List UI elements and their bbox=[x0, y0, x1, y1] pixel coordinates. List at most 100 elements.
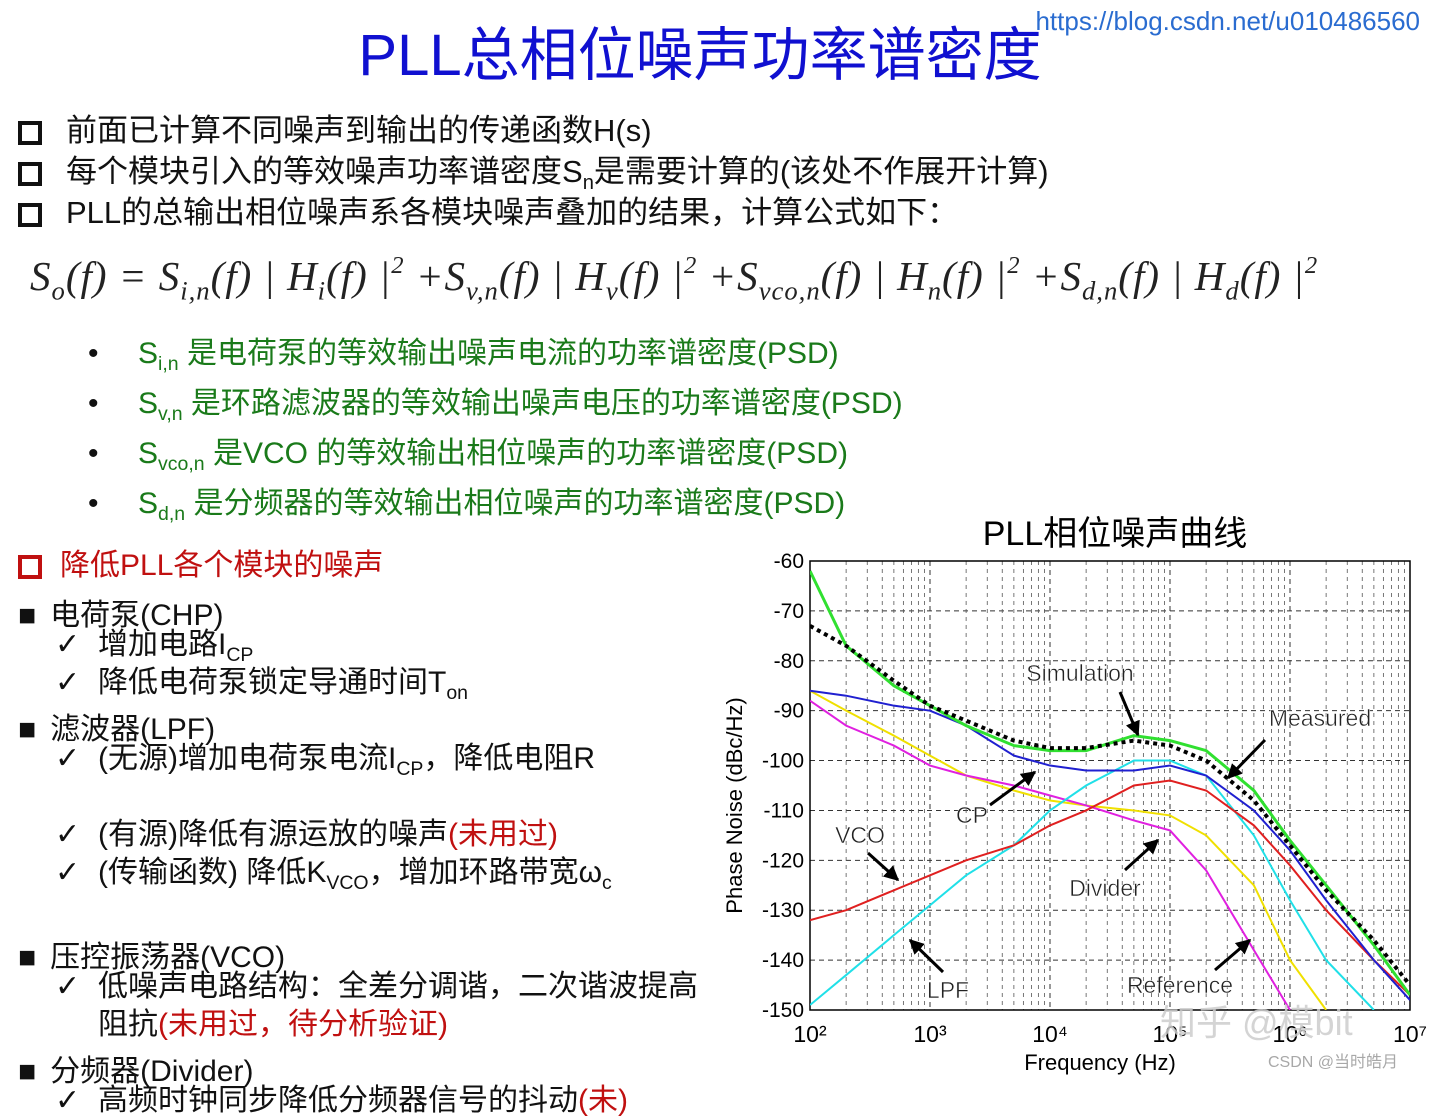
text-segment: S bbox=[138, 387, 159, 420]
text-segment: 2 bbox=[391, 252, 405, 279]
text-segment: 是需要计算的(该处不作展开计算) bbox=[593, 154, 1049, 189]
x-tick-label: 10³ bbox=[913, 1021, 947, 1047]
check: ✓ bbox=[55, 628, 81, 661]
text-segment: 前面已计算不同噪声到输出的传递函数H(s) bbox=[66, 113, 652, 148]
definition: • Svco,n 是VCO 的等效输出相位噪声的功率谱密度(PSD) bbox=[88, 428, 848, 476]
y-tick-label: -70 bbox=[774, 600, 804, 623]
bullet-square bbox=[18, 120, 42, 145]
text-segment: (未用过，待分析验证) bbox=[158, 1008, 448, 1041]
y-tick-label: -80 bbox=[774, 650, 804, 673]
annotation-arrow bbox=[908, 938, 945, 974]
item-text: 增加电路ICP bbox=[98, 626, 710, 674]
bullet-dot: • bbox=[88, 387, 99, 420]
text-segment: +S bbox=[1020, 253, 1082, 300]
text-segment: (f) = S bbox=[65, 253, 181, 300]
check: ✓ bbox=[55, 1084, 81, 1117]
series-line bbox=[810, 779, 1410, 996]
text-segment: o bbox=[51, 275, 66, 306]
annotation-arrow bbox=[866, 851, 900, 882]
section-heading: 降低PLL各个模块的噪声 bbox=[18, 540, 383, 584]
text-segment: ，降低电阻R bbox=[423, 742, 596, 775]
text-segment: d bbox=[1225, 275, 1240, 306]
chart-title: PLL相位噪声曲线 bbox=[983, 515, 1248, 553]
definition: • Sd,n 是分频器的等效输出相位噪声的功率谱密度(PSD) bbox=[88, 478, 845, 526]
item-text: 降低电荷泵锁定导通时间Ton bbox=[98, 664, 710, 712]
module: ■ 压控振荡器(VCO) bbox=[18, 932, 285, 976]
annotation-arrow bbox=[1123, 838, 1160, 872]
annotation: Measured bbox=[1269, 705, 1371, 731]
annotation: Simulation bbox=[1026, 660, 1133, 686]
text-segment: n bbox=[927, 275, 943, 306]
text-segment: S bbox=[30, 253, 52, 300]
text-segment: (传输函数) 降低K bbox=[98, 856, 327, 889]
series-line bbox=[810, 570, 1410, 996]
text-segment: 是电荷泵的等效输出噪声电流的功率谱密度(PSD) bbox=[178, 337, 839, 370]
x-tick-label: 10⁶ bbox=[1272, 1021, 1307, 1047]
text-segment: 低噪声电路结构：全差分调谐，二次谐波提高阻抗 bbox=[98, 970, 698, 1041]
bullet: 每个模块引入的等效噪声功率谱密度Sn是需要计算的(该处不作展开计算) bbox=[18, 146, 1049, 195]
x-axis-label: Frequency (Hz) bbox=[1024, 1050, 1176, 1075]
text-segment: c bbox=[602, 871, 612, 894]
text-segment: d,n bbox=[158, 502, 186, 525]
text-segment: (f) | bbox=[618, 253, 684, 300]
text-segment: 是环路滤波器的等效输出噪声电压的功率谱密度(PSD) bbox=[182, 387, 903, 420]
check: ✓ bbox=[55, 970, 81, 1003]
annotation-arrow bbox=[989, 770, 1037, 807]
text-segment: (f) | H bbox=[1118, 253, 1226, 300]
slide: PLL总相位噪声功率谱密度 https://blog.csdn.net/u010… bbox=[18, 6, 1427, 1117]
text-segment: +S bbox=[404, 253, 467, 300]
module: ■ 电荷泵(CHP) bbox=[18, 590, 223, 634]
text-segment: 降低电荷泵锁定导通时间T bbox=[98, 666, 447, 699]
annotation-arrow bbox=[1226, 738, 1267, 780]
series-line bbox=[810, 689, 1410, 1001]
text-segment: S bbox=[138, 437, 159, 470]
bullet: ■ bbox=[18, 599, 37, 632]
y-tick-label: -130 bbox=[762, 899, 804, 922]
y-tick-label: -110 bbox=[764, 799, 804, 822]
bullet: 前面已计算不同噪声到输出的传递函数H(s) bbox=[18, 105, 652, 150]
text-segment: i,n bbox=[158, 352, 179, 375]
y-tick-label: -120 bbox=[762, 849, 804, 872]
series-line bbox=[810, 699, 1291, 1010]
text-segment: (f) | bbox=[1239, 253, 1305, 300]
text-segment: (未) bbox=[578, 1084, 628, 1117]
y-tick-label: -90 bbox=[774, 700, 804, 723]
text-segment: 是VCO 的等效输出相位噪声的功率谱密度(PSD) bbox=[204, 437, 848, 470]
annotation: LPF bbox=[927, 977, 969, 1003]
annotation: CP bbox=[956, 802, 988, 828]
text-segment: VCO bbox=[326, 871, 369, 894]
module-name: 压控振荡器(VCO) bbox=[50, 941, 286, 974]
watermark: CSDN @当时皓月 bbox=[1268, 1053, 1398, 1071]
bullet-square bbox=[18, 555, 42, 580]
url: https://blog.csdn.net/u010486560 bbox=[1035, 6, 1420, 36]
text-segment: (无源)增加电荷泵电流I bbox=[98, 742, 397, 775]
formula: So(f) = Si,n(f) | Hi(f) |2 +Sv,n(f) | Hv… bbox=[30, 252, 1318, 307]
bullet: ■ bbox=[18, 941, 37, 974]
series-line bbox=[810, 759, 1375, 1010]
bullet-square bbox=[18, 161, 42, 186]
text-segment: v,n bbox=[466, 275, 499, 306]
text-segment: 2 bbox=[683, 252, 698, 279]
y-axis-label: Phase Noise (dBc/Hz) bbox=[722, 697, 747, 913]
module: ■ 滤波器(LPF) bbox=[18, 704, 215, 748]
item-text: (传输函数) 降低KVCO，增加环路带宽ωc bbox=[98, 854, 710, 902]
bullet-dot: • bbox=[88, 337, 99, 370]
item-text: (有源)降低有源运放的噪声(未用过) bbox=[98, 816, 710, 854]
text-segment: 2 bbox=[1304, 252, 1319, 279]
slide-title: PLL总相位噪声功率谱密度 bbox=[358, 23, 1042, 88]
module-item: ✓ (传输函数) 降低KVCO，增加环路带宽ωc bbox=[55, 854, 715, 902]
text-segment: (f) | H bbox=[498, 253, 606, 300]
module-item: ✓ 高频时钟同步降低分频器信号的抖动(未) bbox=[55, 1082, 715, 1120]
y-tick-label: -140 bbox=[762, 949, 804, 972]
bullet-square bbox=[18, 202, 42, 227]
module-item: ✓ (无源)增加电荷泵电流ICP，降低电阻R bbox=[55, 740, 715, 788]
y-tick-label: -60 bbox=[774, 550, 804, 573]
annotation-arrow bbox=[1118, 691, 1140, 737]
check: ✓ bbox=[55, 856, 81, 889]
x-tick-label: 10⁷ bbox=[1393, 1021, 1427, 1047]
check: ✓ bbox=[55, 742, 81, 775]
text-segment: +S bbox=[697, 253, 759, 300]
item-text: 低噪声电路结构：全差分调谐，二次谐波提高阻抗(未用过，待分析验证) bbox=[98, 968, 710, 1044]
definition: • Sv,n 是环路滤波器的等效输出噪声电压的功率谱密度(PSD) bbox=[88, 378, 903, 426]
annotation-arrow bbox=[1214, 938, 1252, 972]
